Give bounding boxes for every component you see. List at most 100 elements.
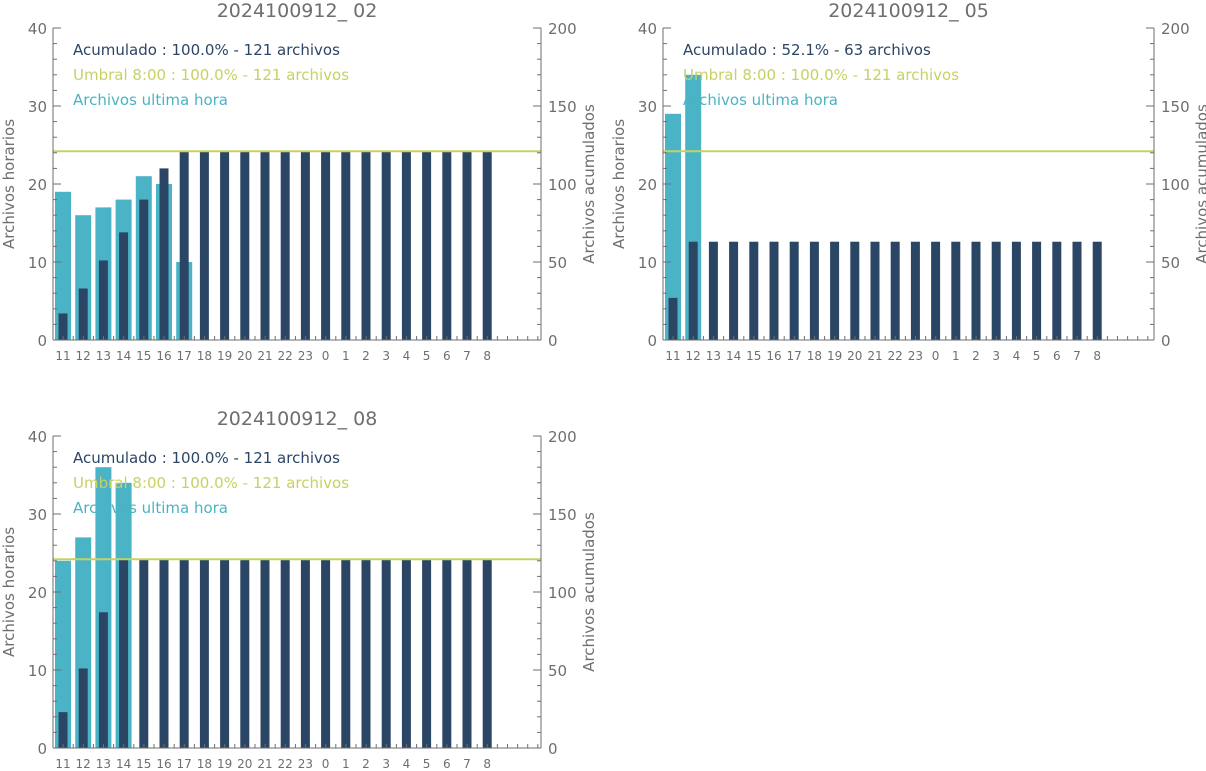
chart-title: 2024100912_ 02 [217,0,378,22]
cumulative-bar [220,151,230,340]
cumulative-bar [341,151,351,340]
right-tick-label: 50 [548,662,567,680]
cumulative-bar [300,151,310,340]
cumulative-bar [442,559,452,748]
cumulative-bar [58,313,68,340]
x-tick-label: 11 [665,349,680,363]
left-tick-label: 40 [28,20,47,38]
legend-threshold: Umbral 8:00 : 100.0% - 121 archivos [73,66,349,84]
cumulative-bar [78,288,88,340]
cumulative-bar [98,260,108,340]
left-tick-label: 40 [638,20,657,38]
cumulative-bar [300,559,310,748]
cumulative-bar [280,151,290,340]
x-tick-label: 19 [217,349,232,363]
cumulative-bar [119,232,129,340]
x-tick-label: 23 [908,349,923,363]
cumulative-bar [1011,241,1021,340]
legend-threshold: Umbral 8:00 : 100.0% - 121 archivos [683,66,959,84]
legend-hourly: Archivos ultima hora [683,91,838,109]
right-tick-label: 100 [548,176,577,194]
x-tick-label: 13 [96,349,111,363]
right-axis-label: Archivos acumulados [580,104,598,264]
cumulative-bar [381,151,391,340]
right-tick-label: 0 [1161,332,1171,350]
hourly-bar [665,113,681,340]
cumulative-bar [1072,241,1082,340]
x-tick-label: 17 [787,349,802,363]
cumulative-bar [78,668,88,748]
cumulative-bar [442,151,452,340]
x-tick-label: 19 [827,349,842,363]
legend-cumulative: Acumulado : 100.0% - 121 archivos [73,449,340,467]
x-tick-label: 21 [867,349,882,363]
cumulative-bar [240,559,250,748]
hourly-bar [55,560,71,748]
x-tick-label: 8 [483,757,491,771]
left-tick-label: 10 [28,254,47,272]
left-tick-label: 10 [28,662,47,680]
x-tick-label: 23 [298,349,313,363]
cumulative-bar [462,151,472,340]
legend-cumulative: Acumulado : 100.0% - 121 archivos [73,41,340,59]
cumulative-bar [341,559,351,748]
left-tick-label: 0 [647,332,657,350]
x-tick-label: 2 [362,757,370,771]
x-tick-label: 5 [1033,349,1041,363]
cumulative-bar [321,559,331,748]
left-tick-label: 40 [28,428,47,446]
x-tick-label: 14 [116,349,131,363]
cumulative-bar [850,241,860,340]
left-axis-label: Archivos horarios [0,119,18,249]
cumulative-bar [220,559,230,748]
right-tick-label: 200 [1161,20,1190,38]
x-tick-label: 7 [463,349,471,363]
right-tick-label: 150 [1161,98,1190,116]
cumulative-bar [139,199,149,340]
cumulative-bar [890,241,900,340]
x-tick-label: 14 [116,757,131,771]
cumulative-bar [729,241,739,340]
cumulative-bar [422,559,432,748]
cumulative-bar [668,297,678,340]
cumulative-bar [321,151,331,340]
x-tick-label: 3 [382,757,390,771]
left-tick-label: 30 [28,506,47,524]
right-tick-label: 50 [1161,254,1180,272]
cumulative-bar [1032,241,1042,340]
cumulative-bar [179,559,189,748]
cumulative-bar [401,151,411,340]
x-tick-label: 18 [807,349,822,363]
left-tick-label: 20 [638,176,657,194]
left-axis-label: Archivos horarios [0,527,18,657]
cumulative-bar [159,168,169,340]
cumulative-bar [809,241,819,340]
legend-cumulative: Acumulado : 52.1% - 63 archivos [683,41,931,59]
cumulative-bar [708,241,718,340]
x-tick-label: 14 [726,349,741,363]
cumulative-bar [482,151,492,340]
x-tick-label: 22 [278,757,293,771]
right-tick-label: 100 [548,584,577,602]
x-tick-label: 19 [217,757,232,771]
right-tick-label: 0 [548,332,558,350]
x-tick-label: 16 [156,349,171,363]
x-tick-label: 8 [1093,349,1101,363]
x-tick-label: 5 [423,757,431,771]
cumulative-bar [280,559,290,748]
x-tick-label: 17 [177,349,192,363]
x-tick-label: 3 [382,349,390,363]
cumulative-bar [260,559,270,748]
cumulative-bar [769,241,779,340]
x-tick-label: 18 [197,349,212,363]
x-tick-label: 15 [746,349,761,363]
chart-title: 2024100912_ 08 [217,408,378,430]
x-tick-label: 16 [156,757,171,771]
x-tick-label: 7 [463,757,471,771]
cumulative-bar [381,559,391,748]
cumulative-bar [971,241,981,340]
cumulative-bar [688,241,698,340]
x-tick-label: 11 [55,757,70,771]
x-tick-label: 3 [992,349,1000,363]
